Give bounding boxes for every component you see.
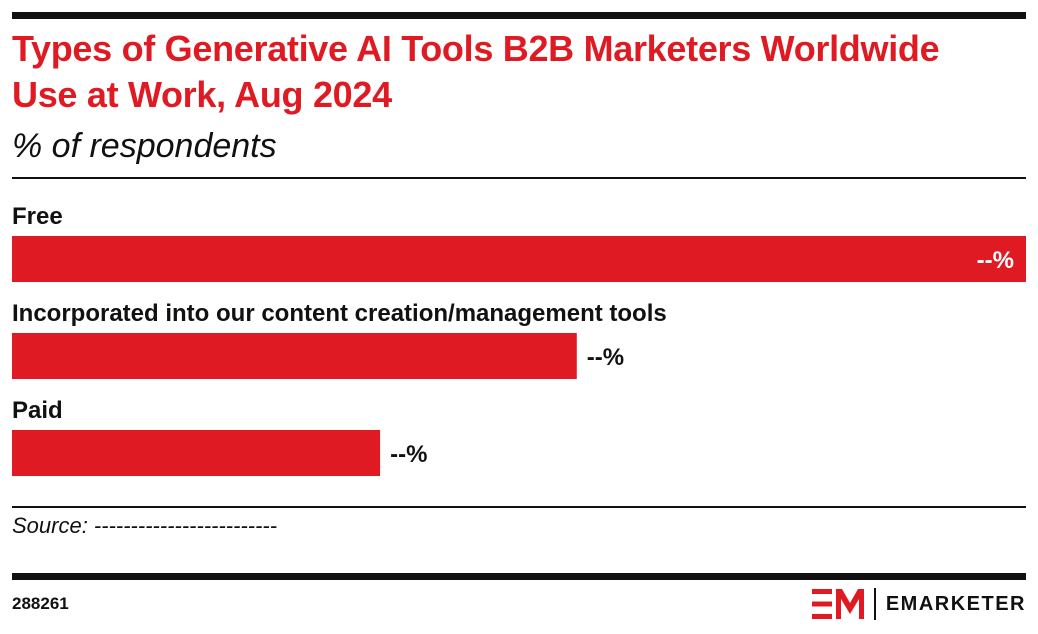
brand-name: EMARKETER: [885, 592, 1026, 615]
logo-divider: [873, 588, 876, 620]
category-label: Paid: [12, 397, 63, 424]
chart-id: 288261: [12, 594, 69, 613]
value-label: --%: [587, 344, 624, 371]
value-label: --%: [977, 247, 1014, 274]
em-logo-icon: [811, 589, 864, 619]
chart-subtitle: % of respondents: [12, 127, 277, 165]
value-label: --%: [390, 441, 427, 468]
source-divider: [12, 506, 1026, 508]
header-divider: [12, 177, 1026, 179]
top-rule: [12, 12, 1026, 19]
bar: [12, 430, 381, 476]
source-note: Source: -------------------------: [12, 513, 278, 538]
brand-logo: EMARKETER: [811, 586, 1026, 622]
bar: [12, 333, 577, 379]
bar: [12, 236, 1026, 282]
bottom-rule: [12, 573, 1026, 580]
bar-chart: Free --% Incorporated into our content cre…: [12, 203, 1026, 476]
category-label: Free: [12, 203, 63, 230]
category-label: Incorporated into our content creation/m…: [12, 300, 667, 327]
chart-title: Types of Generative AI Tools B2B Markete…: [12, 28, 940, 115]
